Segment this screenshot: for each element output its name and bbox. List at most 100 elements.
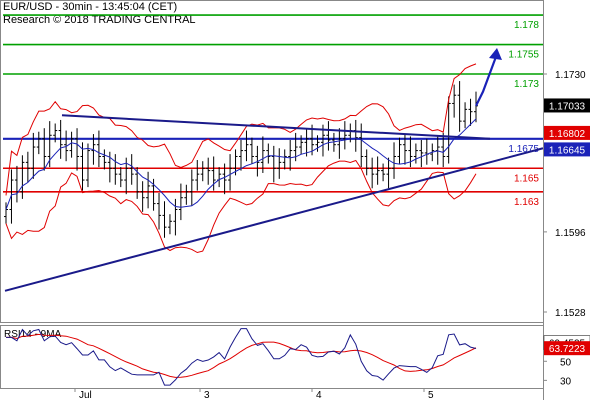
level-label-1.173: 1.173: [514, 79, 539, 90]
candle: [80, 142, 85, 191]
candle: [58, 119, 63, 159]
candle: [381, 163, 386, 182]
x-tick-3: 3: [204, 390, 210, 400]
candle: [277, 148, 282, 179]
candle: [392, 142, 397, 179]
price-tag-box-1.17033: [544, 98, 590, 113]
candle: [424, 138, 429, 165]
projection-arrow-line: [475, 53, 499, 107]
candle: [118, 167, 123, 188]
level-label-1.165: 1.165: [514, 173, 539, 184]
candle: [419, 139, 424, 168]
candle: [315, 135, 320, 152]
projection-arrow-head: [489, 48, 502, 60]
candle: [260, 136, 265, 173]
price-tag-box-1.16802: [544, 125, 590, 140]
candle: [173, 198, 178, 236]
candle: [266, 143, 271, 164]
rsi-tag-box-63.7223: [544, 341, 590, 356]
x-tick-5: 5: [428, 390, 434, 400]
candle: [64, 130, 69, 162]
candle: [463, 102, 468, 129]
candle: [140, 181, 145, 212]
candle: [14, 165, 19, 203]
level-label-1.163: 1.163: [514, 197, 539, 208]
candle: [162, 201, 167, 238]
candle: [129, 154, 134, 185]
candle: [69, 131, 74, 158]
candle: [146, 171, 151, 209]
candle: [375, 156, 380, 185]
candle: [304, 128, 309, 157]
candle: [211, 156, 216, 191]
candle: [457, 81, 462, 132]
candle: [239, 139, 243, 171]
candle: [370, 157, 375, 189]
candle: [102, 149, 107, 170]
candle: [452, 84, 457, 118]
candle: [364, 149, 369, 176]
candle: [195, 160, 200, 191]
descending-trendline: [61, 114, 491, 140]
candle: [75, 128, 80, 171]
candle: [353, 119, 358, 152]
level-label-1.178: 1.178: [514, 20, 539, 31]
candle: [446, 96, 451, 164]
rsi-tick-50: 50: [560, 357, 572, 368]
y-tick-1.1596: 1.1596: [555, 228, 586, 239]
candle: [96, 130, 101, 168]
price-tag-box-1.16645: [544, 142, 590, 157]
candle: [413, 143, 418, 164]
chart-credit: Research © 2018 TRADING CENTRAL: [3, 14, 196, 26]
candle: [397, 137, 402, 164]
bollinger-lower-band: [5, 159, 477, 254]
rsi-tag-63.7223: 63.7223: [549, 344, 586, 355]
candle: [113, 154, 118, 185]
candle: [222, 163, 227, 195]
price-tag-1.16802: 1.16802: [549, 129, 586, 140]
candle: [468, 98, 473, 126]
x-tick-Jul: Jul: [79, 390, 92, 400]
candle: [288, 139, 293, 171]
price-panel-frame: [0, 0, 544, 323]
x-tick-4: 4: [316, 390, 322, 400]
price-tag-1.16645: 1.16645: [549, 145, 586, 156]
moving-average-line: [5, 118, 477, 210]
ascending-trendline: [4, 147, 544, 292]
candle: [402, 134, 407, 165]
candle: [124, 157, 129, 195]
candle: [249, 137, 254, 164]
level-label-1.1675: 1.1675: [508, 144, 539, 155]
candle: [157, 193, 162, 230]
candle: [25, 151, 30, 183]
candle: [206, 157, 211, 185]
y-tick-1.1730: 1.1730: [555, 70, 586, 81]
candle: [474, 91, 478, 123]
rsi-label: RSI14 - 9MA: [4, 329, 62, 340]
candle: [184, 184, 189, 205]
candle: [359, 123, 364, 168]
candle: [342, 121, 347, 150]
chart-title: EUR/USD - 30min - 13:45:04 (CET): [3, 1, 178, 13]
candle: [326, 121, 331, 151]
candle: [189, 169, 194, 206]
bollinger-upper-band: [5, 63, 477, 196]
candle: [271, 145, 276, 183]
candle: [167, 214, 172, 235]
candle: [282, 149, 287, 170]
candle: [31, 132, 36, 179]
candle: [53, 123, 58, 143]
candle: [337, 128, 342, 159]
candle: [178, 183, 183, 221]
rsi-tick-30: 30: [560, 376, 572, 387]
candle: [36, 131, 41, 155]
rsi-line: [6, 328, 477, 386]
y-tick-1.1528: 1.1528: [555, 308, 586, 319]
candle: [20, 155, 25, 199]
candle: [200, 161, 205, 182]
price-tag-1.17033: 1.17033: [549, 101, 586, 112]
candle: [85, 143, 90, 188]
candle: [42, 128, 47, 171]
level-label-1.1755: 1.1755: [508, 50, 539, 61]
